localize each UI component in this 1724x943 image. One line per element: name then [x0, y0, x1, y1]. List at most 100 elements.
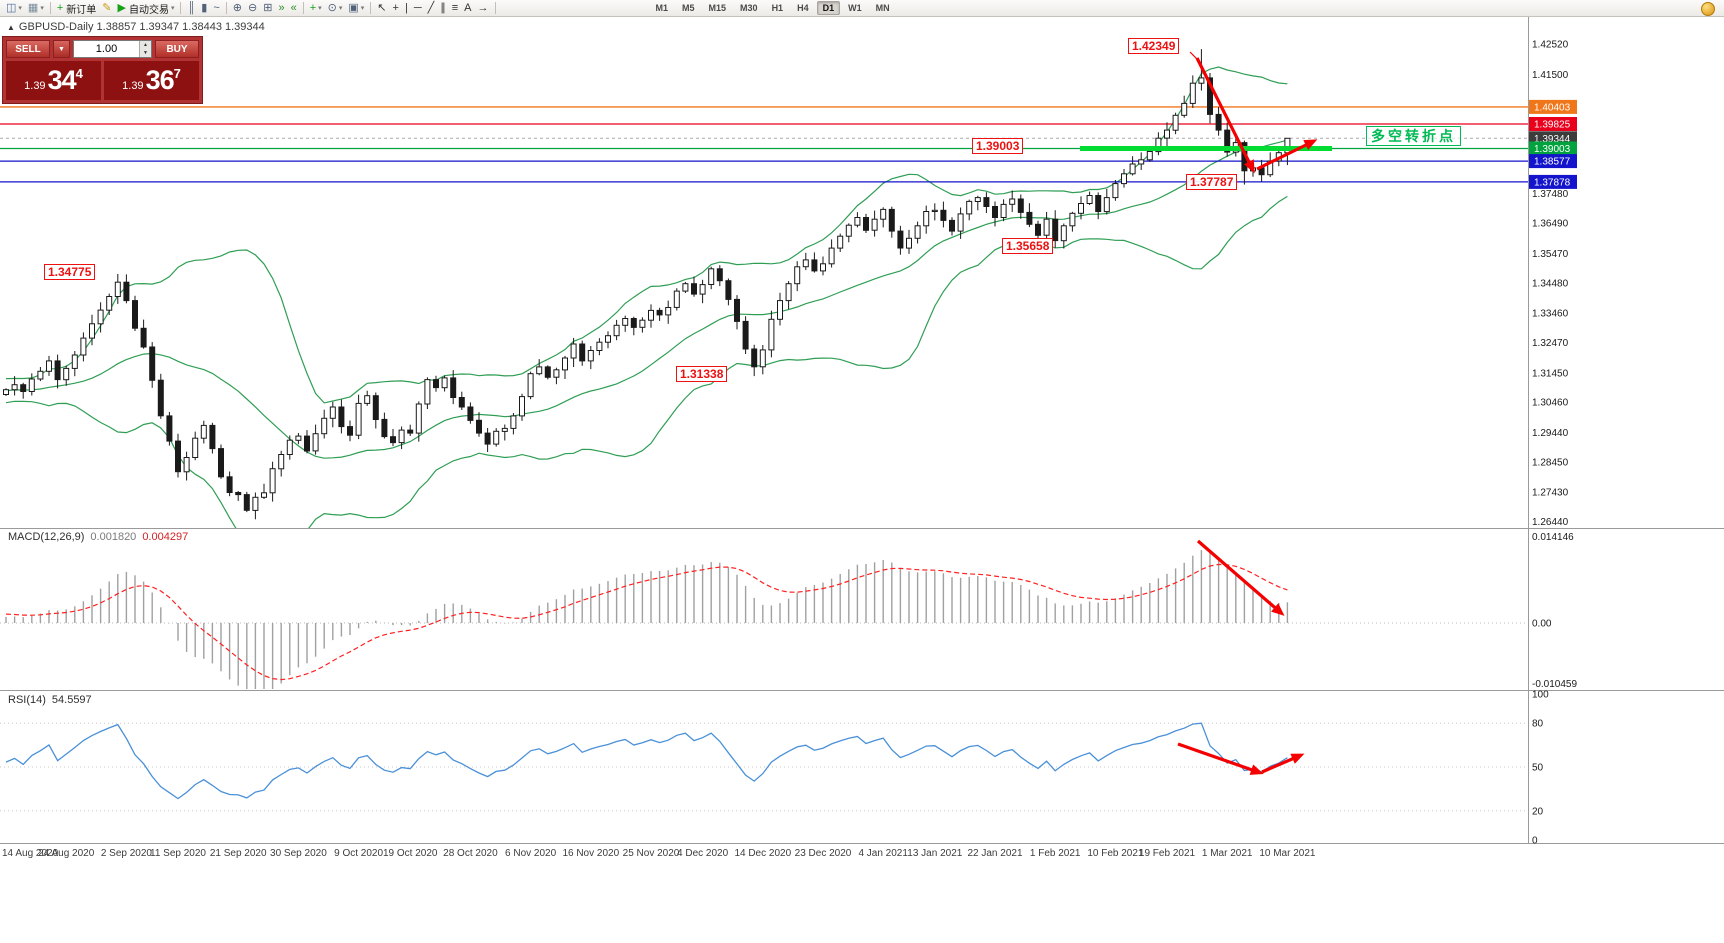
price-text-label[interactable]: 1.34775 — [44, 264, 96, 280]
otc-controls-row: SELL ▼ ▲▼ BUY — [6, 40, 199, 58]
horizontal-line-icon: ─ — [413, 1, 422, 14]
arrow-head-icon — [1244, 159, 1255, 174]
date-label: 30 Sep 2020 — [270, 848, 327, 859]
annotation-arrow[interactable] — [1177, 742, 1259, 774]
macd-main-value: 0.001820 — [90, 531, 137, 543]
price-tag — [1529, 99, 1577, 114]
collapse-triangle-icon[interactable]: ▲ — [7, 23, 15, 32]
macd-histogram — [5, 550, 1289, 689]
chart-shift-button[interactable]: « — [288, 1, 300, 16]
crosshair-button[interactable]: + — [390, 1, 402, 16]
sell-price-sup: 4 — [75, 66, 83, 81]
price-scale: 1.42520 1.41500 1.37480 1.36490 1.35470 1.344… — [1529, 40, 1577, 528]
vertical-line-icon: | — [404, 1, 408, 14]
macd-scale-label: 0.014146 — [1532, 532, 1574, 543]
price-text-label[interactable]: 1.35658 — [1002, 238, 1054, 254]
date-label: 14 Dec 2020 — [734, 848, 791, 859]
spinner-down-icon[interactable]: ▼ — [140, 49, 151, 57]
otc-prices-row: 1.39 34 4 1.39 36 7 — [6, 61, 199, 100]
volume-input[interactable] — [74, 41, 139, 57]
price-tag-label: 1.39003 — [1534, 144, 1571, 155]
chart-shift-icon: « — [290, 1, 297, 14]
date-label: 6 Nov 2020 — [505, 848, 557, 859]
chevron-down-icon[interactable]: ▾ — [40, 5, 44, 12]
timeframe-m30[interactable]: M30 — [740, 3, 758, 13]
chevron-down-icon[interactable]: ▾ — [360, 5, 365, 12]
sell-price-display[interactable]: 1.39 34 4 — [6, 61, 101, 100]
trendline-button[interactable]: ╱ — [425, 1, 438, 16]
sell-button[interactable]: SELL — [6, 40, 50, 58]
horizontal-line-button[interactable]: ─ — [411, 1, 425, 16]
chevron-down-icon[interactable]: ▾ — [338, 5, 343, 12]
fibonacci-button[interactable]: ≡ — [449, 1, 461, 16]
bollinger-lower-band — [5, 195, 1288, 528]
volume-field: ▲▼ — [73, 40, 152, 58]
annotation-arrow[interactable] — [1196, 539, 1282, 614]
timeframe-w1[interactable]: W1 — [848, 3, 862, 13]
price-tick-label: 1.37480 — [1532, 189, 1569, 200]
new-order-button[interactable]: + 新订单 — [54, 1, 99, 16]
indicators-list-button[interactable]: + ▾ — [307, 1, 325, 16]
text-label-button[interactable]: A — [461, 1, 474, 16]
candles-mode-button[interactable]: ▮ — [198, 1, 210, 16]
price-tag — [1529, 117, 1577, 131]
price-tag-label: 1.40403 — [1534, 102, 1571, 113]
price-text-label[interactable]: 1.39003 — [972, 138, 1024, 154]
timeframe-mn[interactable]: MN — [875, 3, 890, 13]
zoom-out-button[interactable]: ⊖ — [245, 1, 260, 16]
volume-spinner[interactable]: ▲ ▼ — [139, 41, 151, 57]
annotation-arrow[interactable] — [1195, 57, 1254, 169]
arrows-tool-button[interactable]: → — [475, 1, 492, 16]
annotation-arrow[interactable] — [1256, 140, 1313, 171]
price-tag-label: 1.37878 — [1534, 177, 1571, 188]
date-label: 14 Aug 2020 — [2, 848, 59, 859]
periods-button[interactable]: ⊙ ▾ — [325, 1, 346, 16]
text-label-icon: A — [464, 1, 472, 14]
timeframe-m15[interactable]: M15 — [708, 3, 727, 13]
arrow-head-icon — [1303, 139, 1318, 150]
price-text-label[interactable]: 1.42349 — [1128, 38, 1180, 54]
timeframe-m1[interactable]: M1 — [655, 3, 669, 13]
metaeditor-button[interactable]: ✎ — [99, 1, 114, 16]
account-status-icon[interactable] — [1701, 2, 1715, 16]
chevron-down-icon[interactable]: ▾ — [170, 5, 175, 12]
timeframe-m5[interactable]: M5 — [682, 3, 695, 13]
timeframe-h4[interactable]: H4 — [797, 3, 809, 13]
line-mode-button[interactable]: ~ — [210, 1, 222, 16]
chevron-down-icon[interactable]: ▾ — [18, 5, 22, 12]
equidistant-channel-button[interactable]: ∥ — [437, 1, 449, 16]
crosshair-icon: + — [392, 1, 399, 14]
timeframe-d1[interactable]: D1 — [816, 1, 841, 15]
templates-button[interactable]: ▣ ▾ — [345, 1, 367, 16]
date-label: 22 Jan 2021 — [967, 848, 1022, 859]
otc-settings-dropdown[interactable]: ▼ — [53, 40, 70, 58]
chevron-down-icon[interactable]: ▾ — [318, 5, 322, 12]
new-chart-button[interactable]: ◫ ▾ — [3, 1, 25, 16]
auto-scroll-button[interactable]: » — [275, 1, 287, 16]
buy-button[interactable]: BUY — [155, 40, 199, 58]
date-label: 1 Mar 2021 — [1202, 848, 1253, 859]
bars-mode-button[interactable]: ║ — [184, 1, 198, 16]
zoom-in-button[interactable]: ⊕ — [230, 1, 245, 16]
tile-windows-button[interactable]: ⊞ — [260, 1, 275, 16]
price-text-label[interactable]: 1.31338 — [676, 366, 728, 382]
toolbar-separator — [49, 2, 51, 14]
buy-price-display[interactable]: 1.39 36 7 — [104, 61, 199, 100]
macd-signal-value: 0.004297 — [142, 531, 189, 543]
vertical-line-button[interactable]: | — [402, 1, 411, 16]
price-tick-label: 1.35470 — [1532, 249, 1569, 260]
annotation-note[interactable]: 多空转折点 — [1366, 126, 1461, 146]
line-mode-icon: ~ — [213, 1, 220, 14]
timeframe-h1[interactable]: H1 — [771, 3, 784, 13]
new-order-icon: + — [56, 1, 64, 14]
rsi-name: RSI(14) — [8, 694, 46, 706]
spinner-up-icon[interactable]: ▲ — [140, 41, 151, 49]
rsi-scale-label: 80 — [1532, 719, 1544, 730]
cursor-button[interactable]: ↖ — [374, 1, 389, 16]
price-tick-label: 1.34480 — [1532, 278, 1569, 289]
date-label: 9 Oct 2020 — [334, 848, 383, 859]
cursor-icon: ↖ — [377, 1, 387, 14]
price-text-label[interactable]: 1.37787 — [1186, 174, 1238, 190]
profiles-button[interactable]: ▦ ▾ — [25, 1, 47, 16]
autotrading-button[interactable]: ▶ 自动交易 ▾ — [115, 1, 178, 16]
